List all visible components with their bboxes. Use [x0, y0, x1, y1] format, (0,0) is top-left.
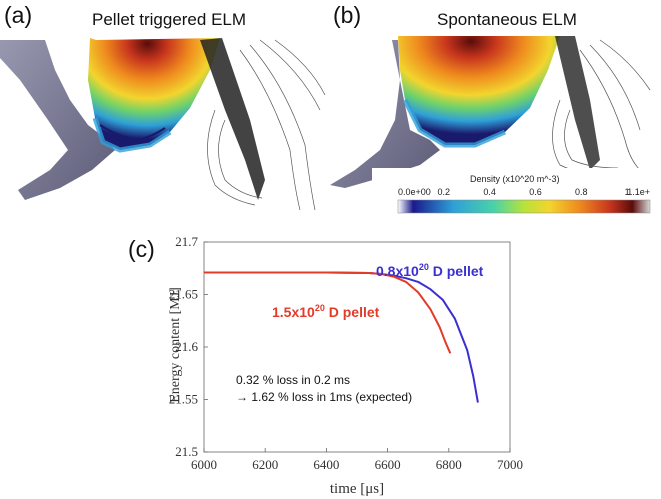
x-tick-label: 6800: [436, 457, 462, 472]
panel-b-label: (b): [333, 2, 362, 28]
colorbar-title: Density (x10^20 m^-3): [470, 174, 559, 184]
annotation-loss-measured: 0.32 % loss in 0.2 ms: [236, 373, 350, 387]
panel-c-label: (c): [128, 236, 155, 262]
colorbar-tick-label: 0.6: [529, 187, 542, 197]
colorbar-tick-label: 1: [625, 187, 630, 197]
y-tick-label: 21.7: [175, 234, 198, 249]
colorbar-tick-label: 0.4: [483, 187, 496, 197]
panel-a-label: (a): [4, 2, 33, 28]
x-axis-label: time [μs]: [330, 481, 384, 497]
y-tick-label: 21.55: [169, 392, 198, 407]
series-line-1: [204, 271, 452, 354]
density-colorbar: Density (x10^20 m^-3) 0.0e+00 0.2 0.4 0.6 0.…: [372, 168, 657, 218]
colorbar-tick-label: 0.8: [575, 187, 588, 197]
panel-a-title: Pellet triggered ELM: [92, 10, 247, 29]
colorbar-tick-label: 1.1e+: [627, 187, 650, 197]
panel-b-title: Spontaneous ELM: [437, 10, 577, 29]
x-tick-label: 7000: [497, 457, 523, 472]
x-tick-label: 6400: [313, 457, 339, 472]
legend-label-1.5: 1.5x1020 D pellet: [272, 303, 380, 320]
panel-b-image: [330, 36, 651, 188]
colorbar-tick-label: 0.0e+00: [398, 187, 431, 197]
annotation-loss-expected: → 1.62 % loss in 1ms (expected): [236, 390, 412, 404]
y-tick-label: 21.65: [169, 287, 198, 302]
colorbar-tick-label: 0.2: [438, 187, 451, 197]
panel-a-image: [0, 38, 326, 211]
y-axis-label: Energy content [MJ]: [168, 287, 183, 403]
legend-label-0.8: 0.8x1020 D pellet: [376, 262, 484, 279]
y-tick-label: 21.6: [175, 339, 198, 354]
x-tick-label: 6000: [191, 457, 217, 472]
y-tick-label: 21.5: [175, 444, 198, 459]
x-tick-label: 6200: [252, 457, 278, 472]
x-tick-label: 6600: [375, 457, 401, 472]
